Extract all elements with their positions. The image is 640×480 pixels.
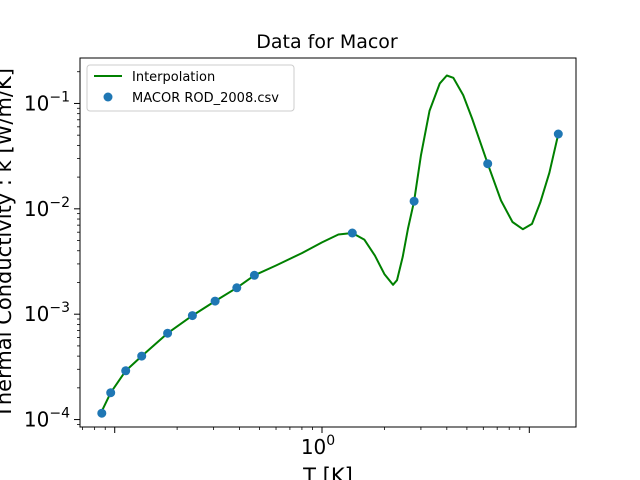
y-tick-label: 10−2 — [24, 195, 70, 221]
axes-frame — [79, 57, 577, 428]
y-tick-label: 10−1 — [24, 89, 70, 115]
plot-area — [97, 74, 563, 418]
data-point — [210, 296, 220, 306]
legend: Interpolation MACOR ROD_2008.csv — [86, 64, 295, 112]
x-axis-label: T [K] — [302, 464, 353, 480]
legend-frame — [86, 64, 295, 112]
legend-entry-macor-rod: MACOR ROD_2008.csv — [132, 91, 279, 106]
data-point — [483, 159, 493, 169]
tick-labels: 10−4 10−3 10−2 10−1 100 — [24, 89, 335, 459]
data-point — [121, 366, 131, 376]
data-point — [137, 351, 147, 361]
data-point — [409, 196, 419, 206]
legend-marker-swatch — [103, 92, 113, 102]
legend-entry-interpolation: Interpolation — [132, 70, 215, 85]
y-tick-label: 10−4 — [24, 406, 70, 432]
data-point — [347, 228, 357, 238]
data-point — [187, 311, 197, 321]
data-point — [232, 283, 242, 293]
y-axis-label: Thermal Conductivity : k [W/m/K] — [0, 68, 16, 419]
data-point — [553, 129, 563, 139]
y-tick-label: 10−3 — [24, 300, 70, 326]
axis-ticks — [74, 71, 530, 433]
chart-title: Data for Macor — [256, 31, 398, 53]
data-point — [97, 408, 107, 418]
data-point — [106, 388, 116, 398]
data-point — [249, 270, 259, 280]
x-tick-label: 100 — [301, 433, 335, 459]
data-point — [163, 328, 173, 338]
